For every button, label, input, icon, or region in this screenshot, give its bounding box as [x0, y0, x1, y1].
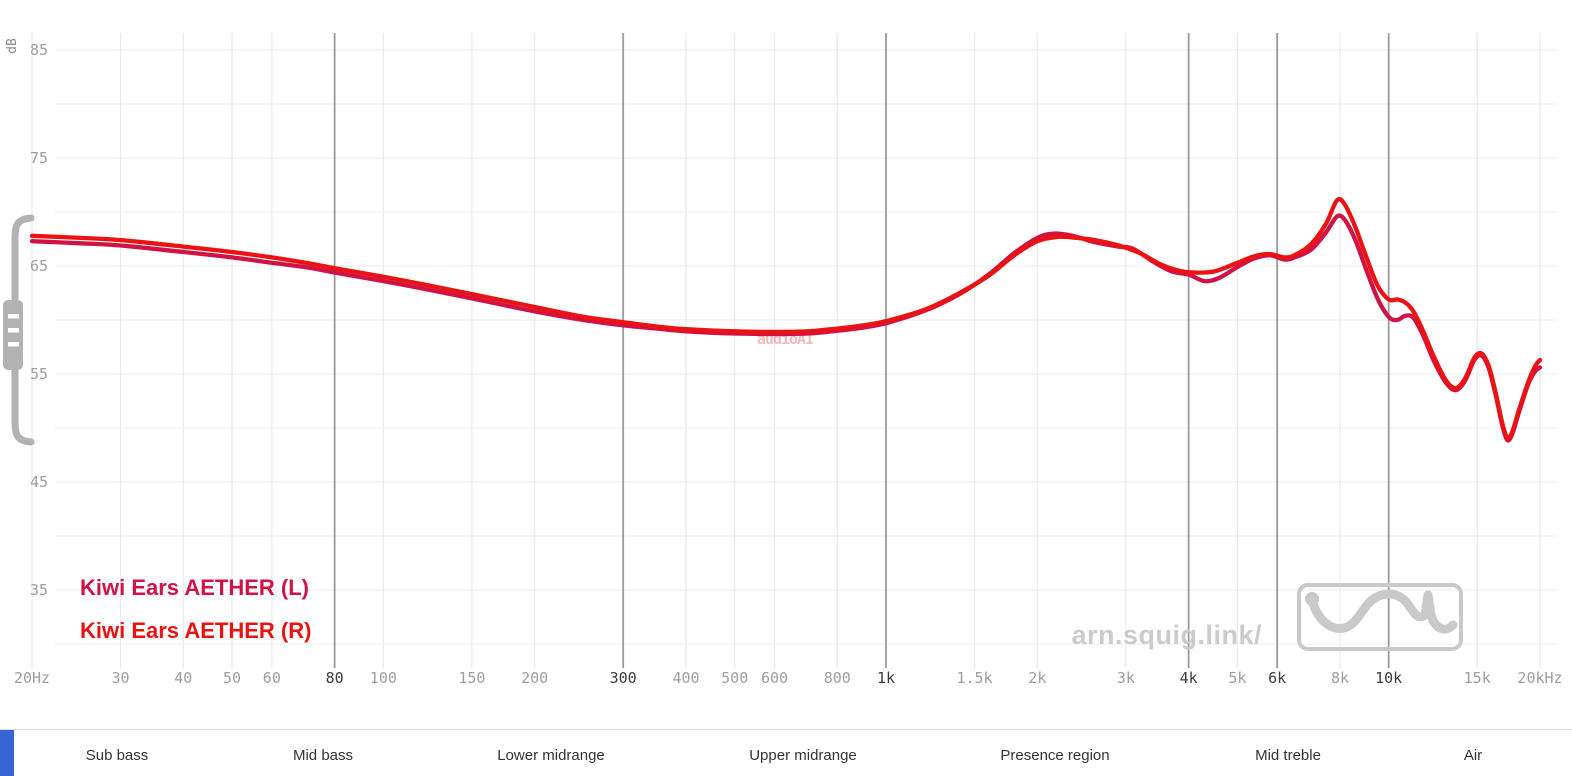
x-tick-label: 100 [370, 669, 397, 687]
x-tick-label: 8k [1331, 669, 1349, 687]
region-label: Air [1463, 747, 1483, 764]
region-label: Lower midrange [497, 747, 605, 764]
grip-line [8, 328, 19, 333]
x-tick-label: 600 [761, 669, 788, 687]
fr-curve-right [29, 196, 1543, 441]
x-tick-label: 60 [263, 669, 281, 687]
x-axis-labels: 20Hz 30 40 50 60 80 100 150 200 300 400 500 600 800 1k… [14, 669, 1563, 687]
x-tick-label: 3k [1117, 669, 1135, 687]
x-tick-label: 10k [1375, 669, 1402, 687]
y-axis-labels: 85 75 65 55 45 35 [30, 41, 48, 599]
graph-tools-handle-icon[interactable] [0, 210, 40, 460]
y-axis-unit-label: dB [5, 38, 20, 54]
handle-grip [3, 300, 23, 370]
x-tick-label: 150 [458, 669, 485, 687]
site-watermark-url: arn.squig.link/ [1071, 620, 1262, 650]
x-tick-label: 400 [672, 669, 699, 687]
fr-curve-left [29, 213, 1543, 443]
region-label: Presence region [1000, 747, 1110, 764]
squig-logo-squiggle [1307, 589, 1458, 634]
y-tick-label: 85 [30, 41, 48, 59]
grip-line [8, 342, 19, 347]
x-tick-label: 40 [174, 669, 192, 687]
vertical-gridlines [31, 33, 1541, 668]
x-tick-label: 1.5k [956, 669, 992, 687]
squig-logo-frame [1297, 583, 1463, 651]
x-tick-label: 500 [721, 669, 748, 687]
fr-curves [29, 196, 1543, 443]
x-tick-label: 5k [1228, 669, 1246, 687]
x-tick-label: 15k [1464, 669, 1491, 687]
y-tick-label: 35 [30, 581, 48, 599]
x-tick-label: 1k [877, 669, 895, 687]
x-tick-label: 6k [1268, 669, 1286, 687]
x-tick-label: 4k [1180, 669, 1198, 687]
x-tick-label: 80 [326, 669, 344, 687]
y-tick-label: 75 [30, 149, 48, 167]
region-label: Mid bass [292, 747, 354, 764]
squig-logo[interactable] [1295, 581, 1465, 653]
legend-item-left[interactable]: Kiwi Ears AETHER (L) [80, 575, 309, 600]
x-tick-label: 20kHz [1517, 669, 1562, 687]
frequency-region-bar: Sub bass Mid bass Lower midrange Upper midr… [0, 729, 1572, 776]
x-tick-label: 200 [521, 669, 548, 687]
x-tick-label: 50 [223, 669, 241, 687]
region-label: Upper midrange [749, 747, 857, 764]
y-tick-label: 45 [30, 473, 48, 491]
x-tick-label: 800 [824, 669, 851, 687]
legend-item-right[interactable]: Kiwi Ears AETHER (R) [80, 618, 312, 643]
region-label: Sub bass [85, 747, 149, 764]
grip-line [8, 314, 19, 319]
x-tick-label: 2k [1028, 669, 1046, 687]
y-tick-label: 65 [30, 257, 48, 275]
bottom-left-accent[interactable] [0, 730, 14, 776]
x-tick-label: 20Hz [14, 669, 50, 687]
x-tick-label: 30 [111, 669, 129, 687]
horizontal-gridlines [55, 49, 1556, 645]
region-label: Mid treble [1255, 747, 1321, 764]
y-tick-label: 55 [30, 365, 48, 383]
x-tick-label: 300 [610, 669, 637, 687]
graph-legend: Kiwi Ears AETHER (L) Kiwi Ears AETHER (R… [80, 566, 311, 652]
